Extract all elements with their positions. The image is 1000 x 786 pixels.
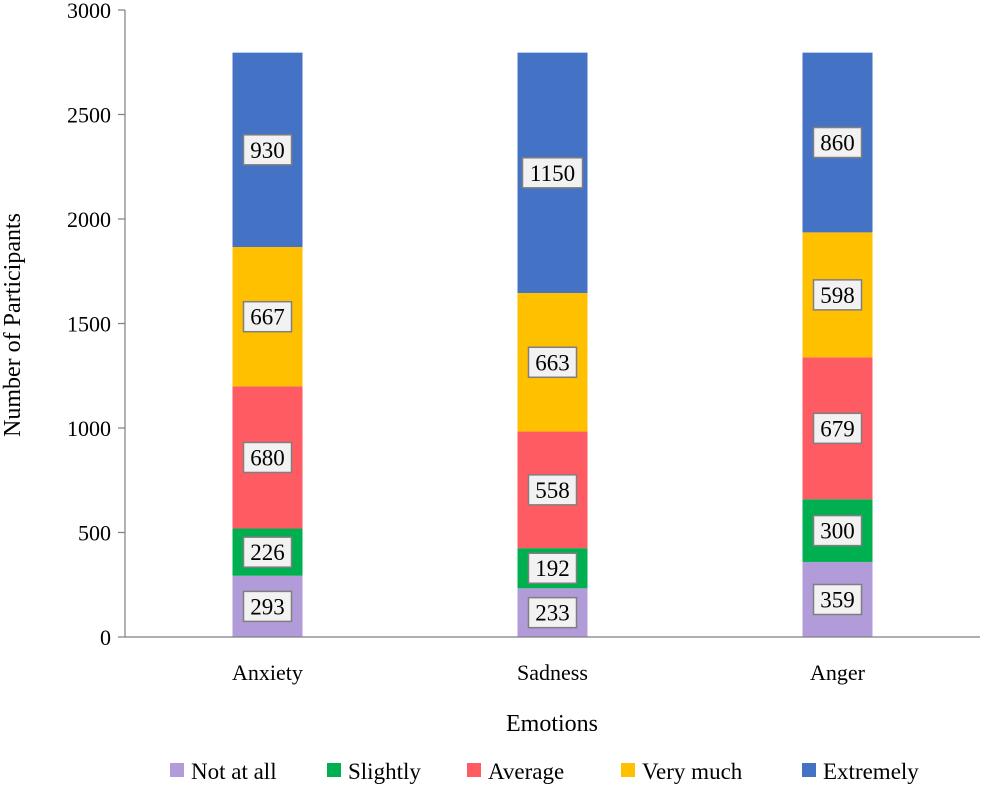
data-label-box xyxy=(242,300,293,333)
legend: Not at all Slightly Average Very much Extrem… xyxy=(170,759,919,784)
data-label-box xyxy=(812,279,863,311)
legend-label: Very much xyxy=(642,759,743,784)
y-tick-label: 500 xyxy=(78,521,111,546)
y-tick-label: 2000 xyxy=(67,207,111,232)
legend-label: Average xyxy=(488,759,564,784)
data-label: 226 xyxy=(250,540,285,565)
data-label-box xyxy=(527,474,578,506)
legend-item-not-at-all: Not at all xyxy=(170,759,277,784)
legend-label: Not at all xyxy=(191,759,277,784)
y-axis-title: Number of Participants xyxy=(0,213,26,437)
legend-swatch xyxy=(327,763,341,777)
legend-label: Slightly xyxy=(348,759,421,784)
data-label-box xyxy=(527,596,578,629)
legend-swatch xyxy=(621,763,635,777)
legend-item-average: Average xyxy=(467,759,564,784)
data-label: 359 xyxy=(820,587,855,612)
data-label: 679 xyxy=(820,416,855,441)
y-tick-label: 1500 xyxy=(67,312,111,337)
data-label: 192 xyxy=(535,556,570,581)
data-label: 293 xyxy=(250,594,285,619)
data-label: 860 xyxy=(820,131,855,156)
data-label-box xyxy=(812,126,863,159)
x-tick-label: Anxiety xyxy=(232,660,303,685)
plot-area: 293 226 680 667 930 233 192 558 663 1150 359 300 679… xyxy=(232,52,873,637)
y-tick-label: 1000 xyxy=(67,416,111,441)
data-label: 663 xyxy=(535,350,570,375)
data-label: 558 xyxy=(535,478,570,503)
legend-item-extremely: Extremely xyxy=(802,759,919,784)
data-label-box xyxy=(242,590,293,623)
legend-swatch xyxy=(170,763,184,777)
data-label-box xyxy=(527,346,578,379)
data-label: 233 xyxy=(535,601,570,626)
data-label-box xyxy=(242,441,293,474)
data-label: 1150 xyxy=(530,161,575,186)
data-label-box xyxy=(242,536,293,568)
y-axis: 0 500 1000 1500 2000 2500 3000 xyxy=(67,0,126,650)
data-label: 300 xyxy=(820,519,855,544)
x-tick-label: Sadness xyxy=(517,660,588,685)
data-label-box xyxy=(527,552,578,584)
legend-item-very-much: Very much xyxy=(621,759,743,784)
data-label: 667 xyxy=(250,305,285,330)
x-axis: Anxiety Sadness Anger xyxy=(125,636,980,685)
y-tick-label: 2500 xyxy=(67,103,111,128)
bar-stack-anxiety: 293 226 680 667 930 xyxy=(232,52,303,637)
y-tick-label: 0 xyxy=(100,625,111,650)
bar-stack-sadness: 233 192 558 663 1150 xyxy=(517,52,588,637)
legend-swatch xyxy=(467,763,481,777)
data-label-box xyxy=(812,412,863,445)
data-label: 680 xyxy=(250,445,285,470)
legend-item-slightly: Slightly xyxy=(327,759,421,784)
data-label: 598 xyxy=(820,283,855,308)
data-label-box xyxy=(242,134,293,166)
data-label-box xyxy=(812,583,863,616)
x-tick-label: Anger xyxy=(810,660,866,685)
data-label: 930 xyxy=(250,138,285,163)
x-axis-title: Emotions xyxy=(506,711,598,737)
bar-stack-anger: 359 300 679 598 860 xyxy=(802,52,873,637)
data-label-box xyxy=(521,157,584,189)
y-tick-label: 3000 xyxy=(67,0,111,23)
legend-swatch xyxy=(802,763,816,777)
data-label-box xyxy=(812,514,863,547)
legend-label: Extremely xyxy=(823,759,919,784)
